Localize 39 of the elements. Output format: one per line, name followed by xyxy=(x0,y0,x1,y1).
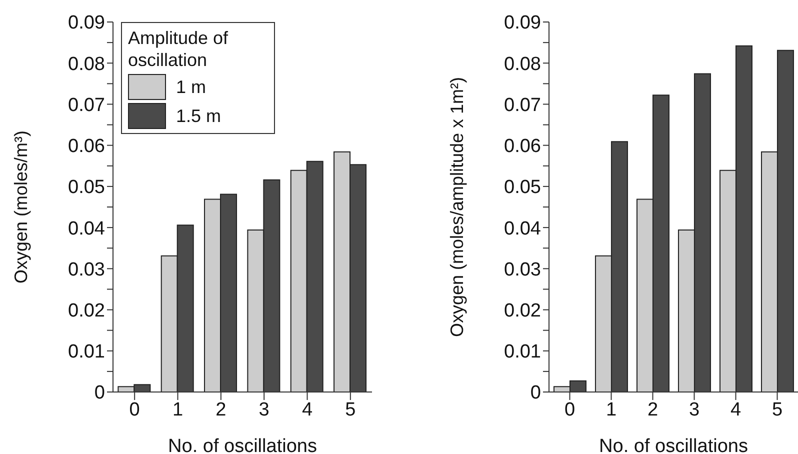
y-tick-label: 0.01 xyxy=(504,342,541,363)
x-tick-label: 0 xyxy=(564,399,576,420)
y-tick-label: 0.05 xyxy=(68,177,105,198)
y-tick-label: 0.08 xyxy=(68,54,105,75)
y-tick-label: 0.06 xyxy=(68,136,105,158)
x-tick-label: 3 xyxy=(688,399,700,420)
y-tick-label: 0.09 xyxy=(68,12,105,34)
y-tick-label: 0.02 xyxy=(68,300,105,322)
y-tick-label: 0.07 xyxy=(504,94,541,116)
y-tick-label: 0.03 xyxy=(504,259,541,280)
y-tick-label: 0.09 xyxy=(504,12,541,34)
x-tick-label: 1 xyxy=(172,399,184,420)
y-axis-title: Oxygen (moles/m³) xyxy=(11,130,31,284)
legend-label: 1 m xyxy=(176,76,206,98)
x-tick-label: 5 xyxy=(772,399,783,420)
y-tick-label: 0.04 xyxy=(68,218,106,240)
x-axis-title: No. of oscillations xyxy=(599,436,748,454)
x-tick-label: 2 xyxy=(647,399,658,420)
y-tick-label: 0 xyxy=(530,382,541,404)
x-tick-label: 3 xyxy=(258,399,270,420)
y-tick-label: 0.05 xyxy=(504,177,541,198)
x-tick-label: 0 xyxy=(129,399,140,420)
y-tick-label: 0.02 xyxy=(504,300,541,322)
legend-title: Amplitude of oscillation xyxy=(128,27,230,71)
y-tick-label: 0.01 xyxy=(68,342,105,363)
x-axis-title: No. of oscillations xyxy=(168,436,317,454)
x-tick-label: 4 xyxy=(302,399,313,420)
legend-label: 1.5 m xyxy=(176,105,222,127)
y-tick-label: 0.04 xyxy=(504,218,542,240)
y-tick-label: 0.03 xyxy=(68,259,105,280)
y-axis-title: Oxygen (moles/amplitude x 1m²) xyxy=(447,76,467,338)
x-tick-label: 5 xyxy=(345,399,356,420)
x-tick-label: 1 xyxy=(606,399,617,420)
y-tick-label: 0 xyxy=(94,382,105,404)
x-tick-label: 2 xyxy=(216,399,226,420)
x-tick-label: 4 xyxy=(730,399,742,420)
y-tick-label: 0.08 xyxy=(504,54,541,75)
y-tick-label: 0.07 xyxy=(68,94,105,116)
y-tick-label: 0.06 xyxy=(504,136,541,158)
